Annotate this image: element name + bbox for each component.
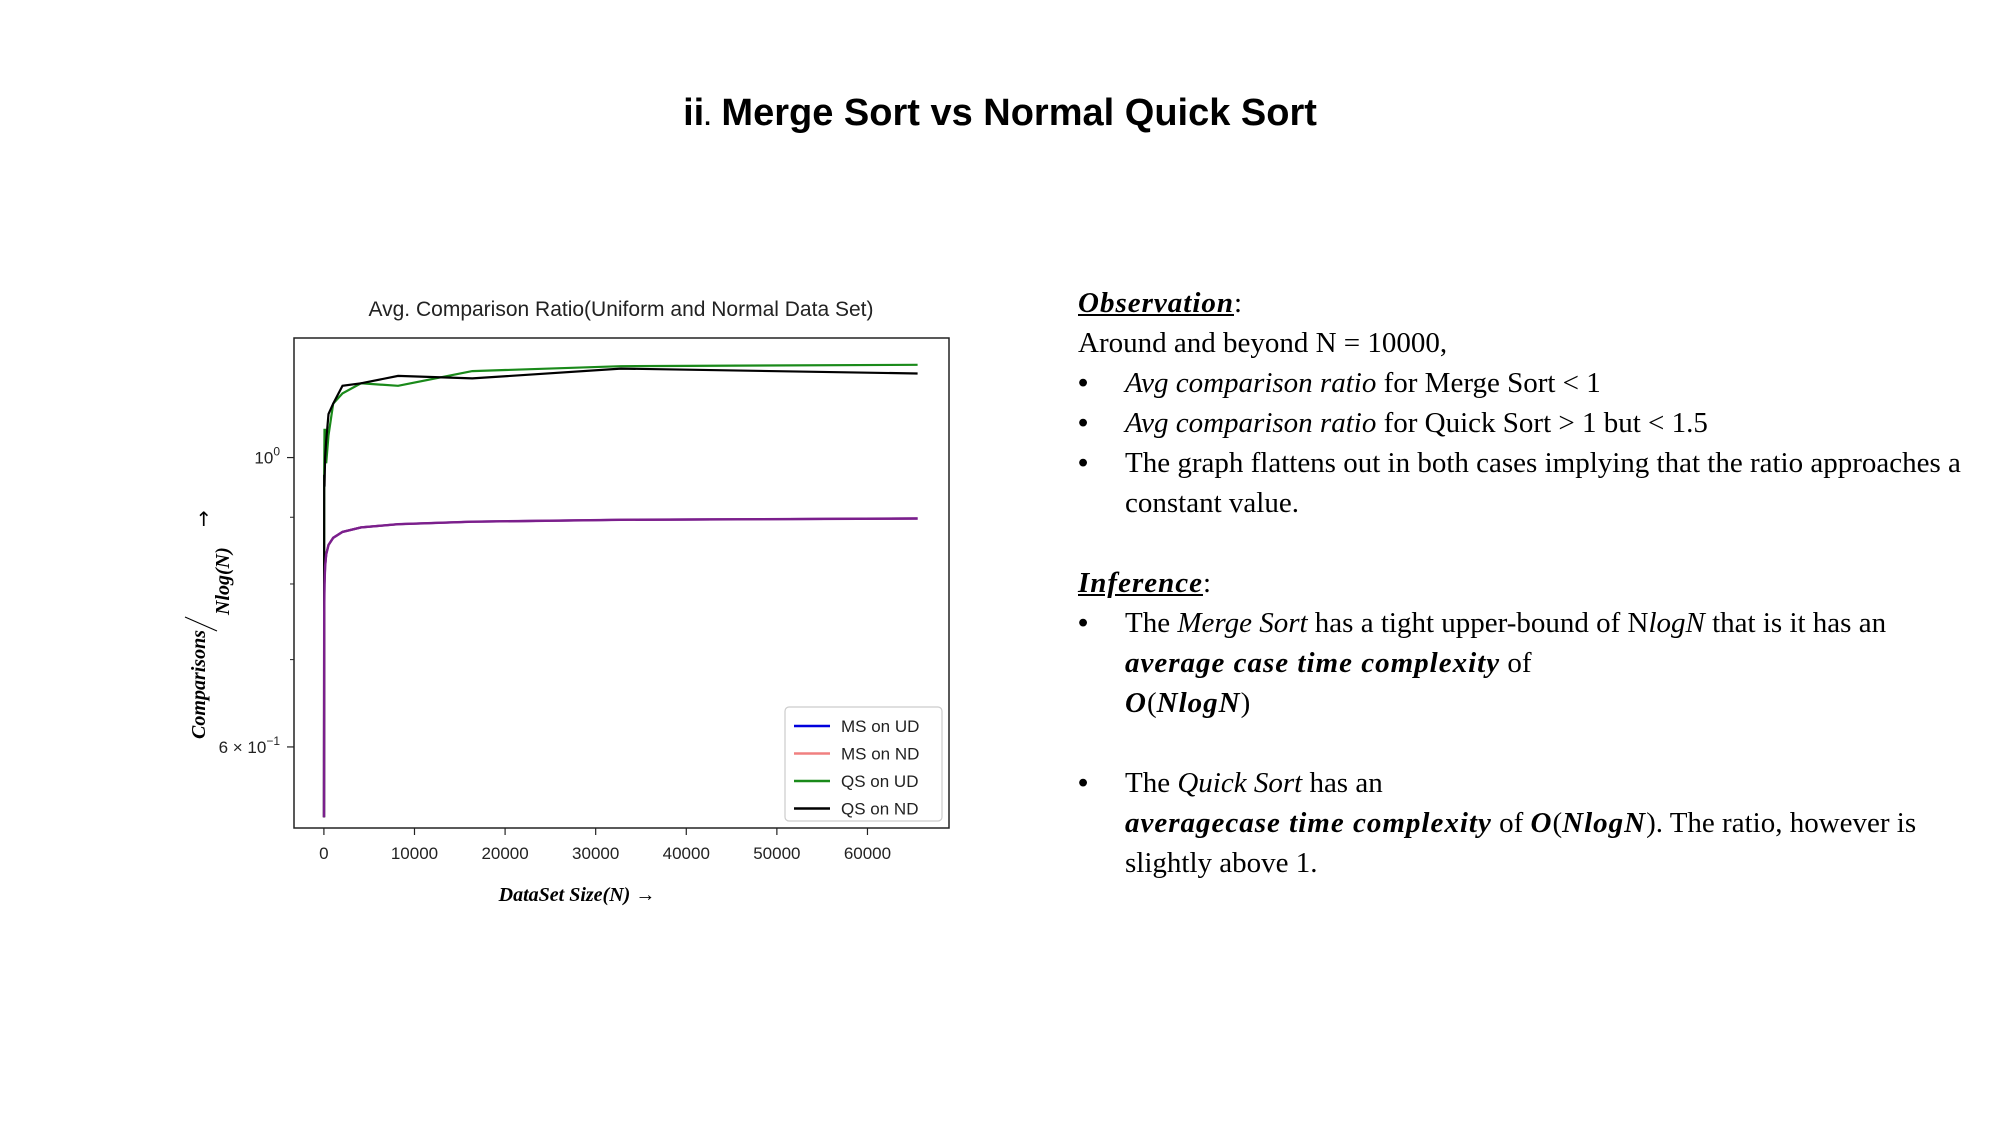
term-avg-ratio: Avg comparison ratio	[1125, 367, 1377, 399]
inference-heading-line: Inference:	[1078, 563, 1978, 603]
observation-item-text: The graph flattens out in both cases imp…	[1125, 447, 1961, 519]
inference-heading: Inference	[1078, 567, 1203, 599]
observation-heading: Observation	[1078, 287, 1234, 319]
term-average-case: averagecase time complexity	[1125, 807, 1492, 839]
spacer	[1078, 523, 1978, 563]
y-tick-label: 100	[254, 445, 280, 468]
inference-colon: :	[1202, 567, 1212, 599]
legend-label: QS on ND	[841, 800, 918, 819]
x-tick-label: 20000	[481, 844, 528, 863]
observation-item: • The graph flattens out in both cases im…	[1078, 443, 1978, 523]
legend: MS on UD MS on ND QS on UD QS on ND	[784, 706, 943, 822]
observation-heading-line: Observation:	[1078, 283, 1978, 323]
x-tick-label: 60000	[844, 844, 891, 863]
bullet-marker: •	[1078, 767, 1089, 799]
legend-label: QS on UD	[841, 772, 918, 791]
series-line-qs-on-nd	[322, 367, 918, 818]
series-overlap-ms	[322, 517, 918, 818]
observation-item: • Avg comparison ratio for Merge Sort < 1	[1078, 363, 1978, 403]
y-axis-label-denominator: Nlog(N)	[212, 547, 234, 616]
text-run: The	[1125, 767, 1178, 799]
text-run: ). The ratio, however is slightly above …	[1125, 807, 1917, 879]
y-tick-label: 6 × 10−1	[219, 734, 281, 757]
text-run: has an	[1302, 767, 1383, 799]
plot-lines	[322, 363, 918, 818]
x-axis-label: DataSet Size(N) →	[498, 884, 656, 906]
observation-colon: :	[1234, 287, 1243, 319]
text-run: of	[1500, 647, 1532, 679]
text-run: (	[1552, 807, 1563, 839]
title-number: ii	[683, 92, 705, 134]
inference-list-2: • The Quick Sort has an averagecase time …	[1078, 763, 1978, 883]
text-run: that is it has an	[1704, 607, 1887, 639]
legend-label: MS on UD	[841, 717, 919, 736]
x-tick-label: 0	[319, 844, 328, 863]
text-run: of	[1491, 807, 1531, 839]
term-quick-sort: Quick Sort	[1177, 767, 1303, 799]
legend-box	[784, 706, 943, 822]
term-merge-sort: Merge Sort	[1177, 607, 1308, 639]
term-nlogn: NlogN	[1562, 807, 1647, 839]
observation-item: • Avg comparison ratio for Quick Sort > 1…	[1078, 403, 1978, 443]
inference-list: • The Merge Sort has a tight upper-bound …	[1078, 603, 1978, 723]
y-axis-label: Comparisons Nlog(N) →	[184, 510, 234, 739]
y-axis-label-arrow: →	[191, 510, 215, 527]
term-logn: logN	[1648, 607, 1705, 639]
text-run: (	[1146, 687, 1157, 719]
term-nlogn: NlogN	[1156, 687, 1241, 719]
x-tick-label: 30000	[572, 844, 619, 863]
term-big-o: O	[1530, 807, 1553, 839]
term-big-o: O	[1125, 687, 1147, 719]
x-tick-label: 10000	[391, 844, 438, 863]
axis-ticks: 0 10000 20000 30000 40000 50000 60000 100 6 × 10…	[219, 445, 892, 863]
y-axis-label-slash	[184, 616, 218, 632]
x-tick-label: 50000	[753, 844, 800, 863]
title-text: Merge Sort vs Normal Quick Sort	[710, 92, 1317, 134]
bullet-marker: •	[1078, 367, 1089, 399]
text-run: The	[1125, 607, 1178, 639]
y-axis-label-numerator: Comparisons	[188, 630, 210, 739]
x-tick-label: 40000	[663, 844, 710, 863]
inference-item-merge: • The Merge Sort has a tight upper-bound …	[1078, 603, 1978, 723]
slide-title: ii. Merge Sort vs Normal Quick Sort	[0, 92, 2000, 135]
observation-item-text: for Merge Sort < 1	[1376, 367, 1601, 399]
legend-label: MS on ND	[841, 745, 919, 764]
bullet-marker: •	[1078, 607, 1089, 639]
observation-item-text: for Quick Sort > 1 but < 1.5	[1376, 407, 1708, 439]
bullet-marker: •	[1078, 447, 1089, 479]
bullet-marker: •	[1078, 407, 1089, 439]
observation-intro: Around and beyond N = 10000,	[1078, 327, 1448, 359]
spacer	[1078, 723, 1978, 763]
plot-frame	[293, 337, 950, 829]
term-average-case: average case time complexity	[1125, 647, 1501, 679]
title-dot: .	[704, 104, 711, 131]
text-run: )	[1240, 687, 1251, 719]
inference-item-quick: • The Quick Sort has an averagecase time …	[1078, 763, 1978, 883]
comparison-ratio-chart: Avg. Comparison Ratio(Uniform and Normal…	[184, 298, 950, 906]
term-avg-ratio: Avg comparison ratio	[1125, 407, 1377, 439]
text-run: has a tight upper-bound of N	[1307, 607, 1649, 639]
observation-list: • Avg comparison ratio for Merge Sort < 1…	[1078, 363, 1978, 523]
text-panel: Observation: Around and beyond N = 10000…	[1078, 283, 1978, 883]
chart-title: Avg. Comparison Ratio(Uniform and Normal…	[369, 298, 874, 321]
